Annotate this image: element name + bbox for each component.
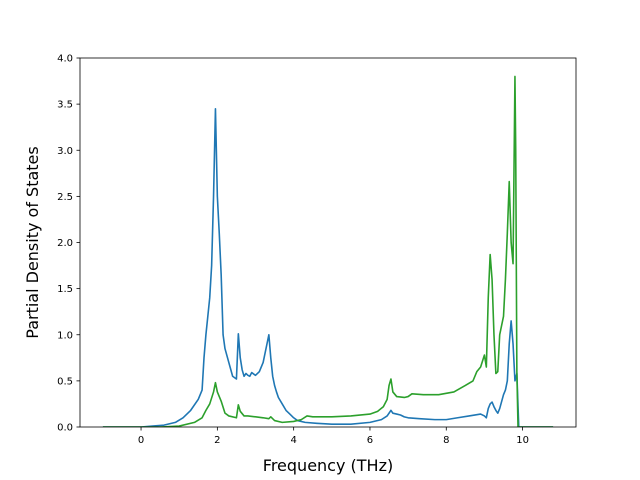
y-tick-label: 1.5 [57,284,73,295]
x-axis-title: Frequency (THz) [263,456,393,475]
x-axis-ticks: 0 2 4 6 8 10 [138,427,529,446]
y-tick-label: 0.0 [57,423,73,434]
x-tick-label: 4 [290,435,296,446]
y-tick-label: 3.0 [57,146,73,157]
x-tick-label: 10 [516,435,529,446]
x-tick-label: 6 [367,435,373,446]
y-axis-ticks: 0.0 0.5 1.0 1.5 2.0 2.5 3.0 3.5 4.0 [57,54,80,434]
y-tick-label: 0.5 [57,376,73,387]
y-tick-label: 1.0 [57,330,73,341]
series-layer [102,75,554,427]
y-tick-label: 4.0 [57,54,73,65]
series-line-2 [102,75,554,427]
y-tick-label: 2.5 [57,192,73,203]
x-tick-label: 2 [214,435,220,446]
y-tick-label: 3.5 [57,100,73,111]
series-line-1 [102,107,554,427]
x-tick-label: 0 [138,435,144,446]
x-tick-label: 8 [443,435,449,446]
y-axis-title: Partial Density of States [23,146,42,338]
y-tick-label: 2.0 [57,238,73,249]
